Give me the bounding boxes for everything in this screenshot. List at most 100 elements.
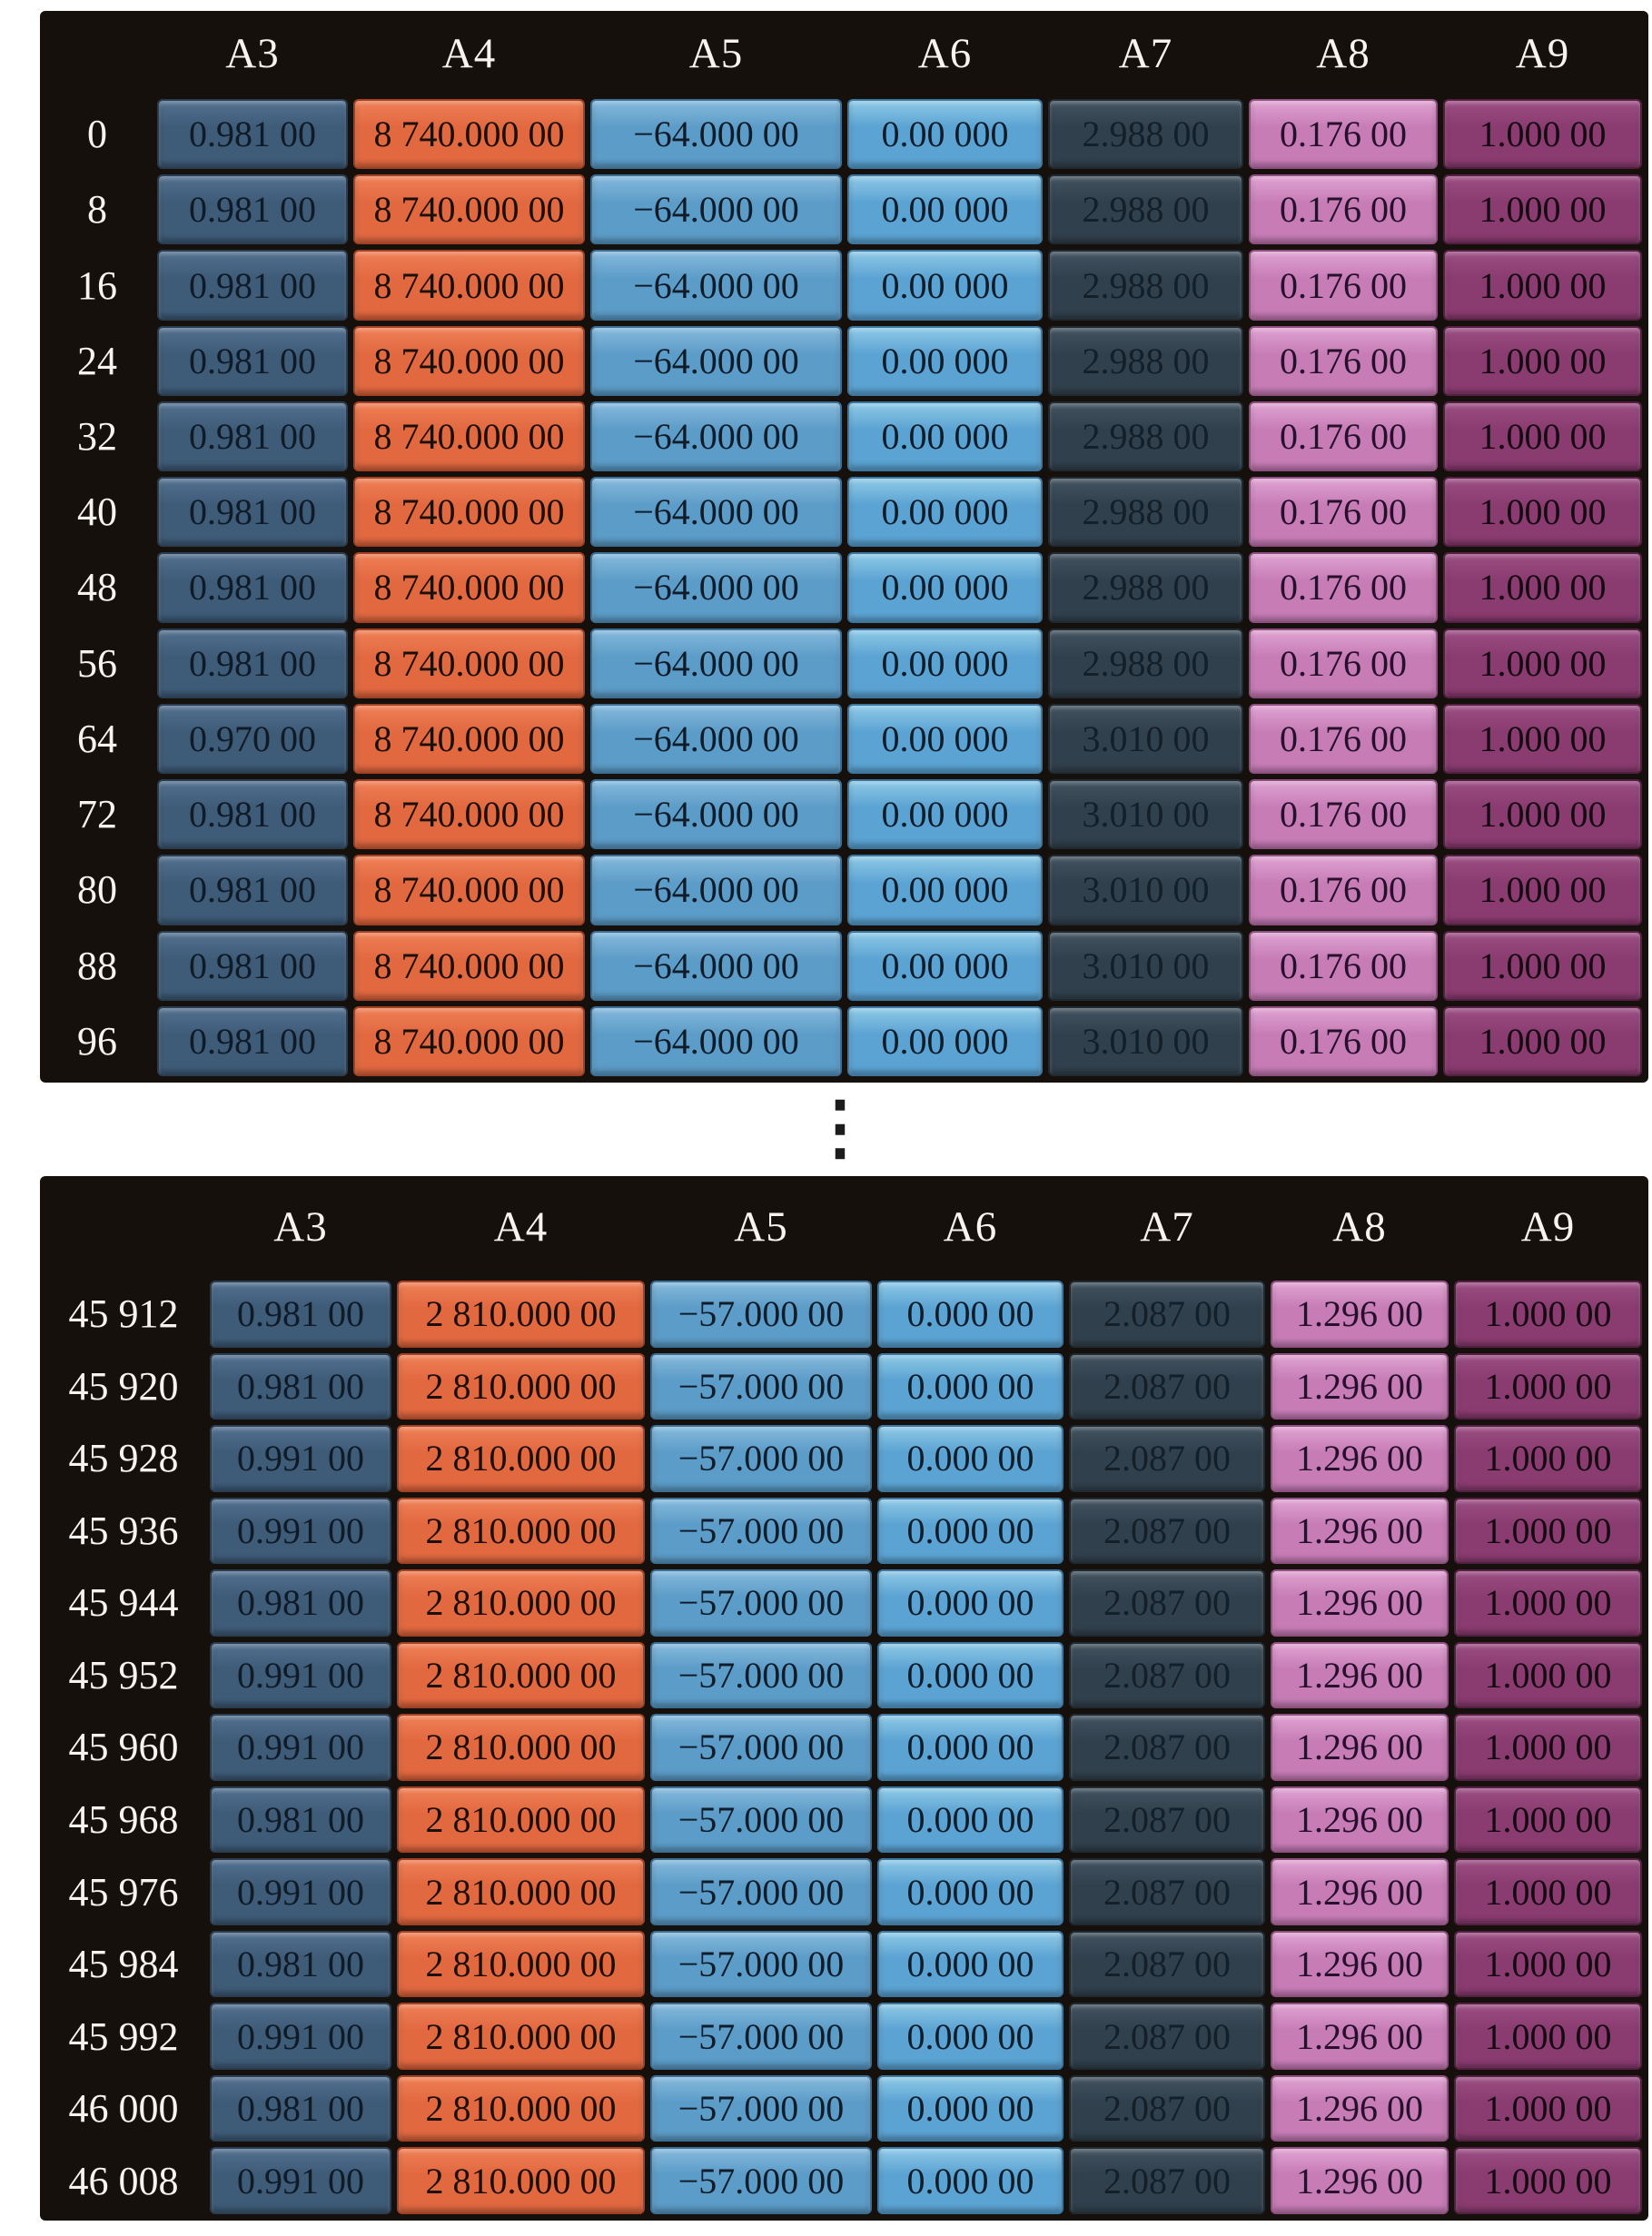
data-cell-A9: 1.000 00 [1443, 855, 1642, 925]
data-cell-A5: −57.000 00 [650, 1281, 872, 1348]
data-cell-A6: 0.00 000 [847, 174, 1043, 245]
data-cell-A6: 0.00 000 [847, 930, 1043, 1001]
data-cell-A3: 0.981 00 [157, 779, 348, 850]
data-cell-A4: 8 740.000 00 [353, 477, 585, 548]
data-cell-A6: 0.000 00 [877, 2003, 1063, 2070]
row-label: 45 920 [68, 1363, 179, 1409]
data-cell-A6: 0.000 00 [877, 1497, 1063, 1565]
row-label: 45 984 [68, 1942, 179, 1987]
data-cell-A5: −64.000 00 [590, 628, 842, 698]
data-cell-A3: 0.981 00 [157, 325, 348, 396]
row-label: 46 000 [68, 2086, 179, 2132]
data-cell-A8: 1.296 00 [1271, 1352, 1449, 1420]
data-cell-A7: 3.010 00 [1048, 703, 1243, 775]
row-label: 45 976 [68, 1869, 179, 1914]
data-cell-A7: 2.087 00 [1069, 1641, 1265, 1709]
data-cell-A9: 1.000 00 [1454, 2147, 1642, 2214]
data-cell-A4: 8 740.000 00 [353, 325, 585, 396]
vertical-ellipsis: ⋮ [805, 1088, 875, 1167]
row-label: 88 [77, 943, 117, 988]
data-cell-A6: 0.000 00 [877, 1714, 1063, 1781]
data-cell-A3: 0.981 00 [157, 552, 348, 623]
data-cell-A4: 2 810.000 00 [397, 2003, 645, 2070]
data-cell-A6: 0.000 00 [877, 1786, 1063, 1854]
row-label: 80 [77, 867, 117, 913]
row-label: 45 992 [68, 2013, 179, 2059]
data-cell-A7: 3.010 00 [1048, 930, 1243, 1001]
data-cell-A7: 2.087 00 [1069, 1497, 1265, 1565]
data-cell-A7: 2.087 00 [1069, 1352, 1265, 1420]
data-cell-A9: 1.000 00 [1443, 325, 1642, 396]
data-cell-A7: 2.988 00 [1048, 628, 1243, 698]
data-cell-A6: 0.000 00 [877, 1641, 1063, 1709]
column-header-A6: A6 [917, 30, 973, 77]
data-cell-A4: 2 810.000 00 [397, 1786, 645, 1854]
data-cell-A8: 0.176 00 [1249, 174, 1438, 245]
data-cell-A8: 0.176 00 [1249, 552, 1438, 623]
row-label: 45 912 [68, 1291, 179, 1337]
data-cell-A5: −57.000 00 [650, 1641, 872, 1709]
column-header-A4: A4 [493, 1203, 549, 1251]
data-cell-A7: 2.087 00 [1069, 1425, 1265, 1492]
data-cell-A4: 2 810.000 00 [397, 1641, 645, 1709]
data-cell-A4: 8 740.000 00 [353, 401, 585, 472]
data-cell-A9: 1.000 00 [1443, 779, 1642, 850]
data-cell-A8: 1.296 00 [1271, 2147, 1449, 2214]
data-cell-A4: 8 740.000 00 [353, 552, 585, 623]
data-cell-A7: 2.087 00 [1069, 1786, 1265, 1854]
row-label: 45 960 [68, 1725, 179, 1770]
data-cell-A9: 1.000 00 [1443, 99, 1642, 170]
data-cell-A5: −64.000 00 [590, 174, 842, 245]
column-header-A9: A9 [1515, 30, 1570, 77]
data-cell-A4: 2 810.000 00 [397, 1497, 645, 1565]
data-cell-A6: 0.000 00 [877, 1569, 1063, 1637]
data-cell-A8: 0.176 00 [1249, 325, 1438, 396]
data-cell-A5: −64.000 00 [590, 552, 842, 623]
column-header-A9: A9 [1520, 1203, 1576, 1251]
data-cell-A4: 2 810.000 00 [397, 2074, 645, 2142]
data-cell-A8: 0.176 00 [1249, 250, 1438, 321]
data-cell-A3: 0.981 00 [157, 855, 348, 925]
data-cell-A5: −64.000 00 [590, 1005, 842, 1076]
data-cell-A6: 0.000 00 [877, 2147, 1063, 2214]
data-cell-A7: 2.988 00 [1048, 250, 1243, 321]
data-cell-A9: 1.000 00 [1454, 1425, 1642, 1492]
data-cell-A8: 1.296 00 [1271, 1714, 1449, 1781]
data-cell-A7: 3.010 00 [1048, 1005, 1243, 1076]
data-cell-A6: 0.00 000 [847, 779, 1043, 850]
data-cell-A8: 0.176 00 [1249, 930, 1438, 1001]
data-cell-A4: 2 810.000 00 [397, 1930, 645, 1998]
data-cell-A3: 0.981 00 [157, 930, 348, 1001]
data-cell-A4: 2 810.000 00 [397, 1281, 645, 1348]
data-cell-A4: 8 740.000 00 [353, 930, 585, 1001]
data-cell-A9: 1.000 00 [1443, 628, 1642, 698]
data-cell-A9: 1.000 00 [1443, 552, 1642, 623]
table-grid-bottom: A3 A4 A5 A6 A7 A8 A9 45 912 0.981 00 2 810.000 00… [40, 1176, 1648, 2221]
row-label: 96 [77, 1018, 117, 1064]
data-cell-A5: −57.000 00 [650, 1714, 872, 1781]
data-cell-A8: 1.296 00 [1271, 1641, 1449, 1709]
row-label: 45 936 [68, 1508, 179, 1553]
data-cell-A8: 1.296 00 [1271, 1497, 1449, 1565]
data-cell-A5: −57.000 00 [650, 1786, 872, 1854]
data-cell-A3: 0.991 00 [210, 1641, 391, 1709]
data-cell-A7: 2.988 00 [1048, 174, 1243, 245]
data-cell-A5: −57.000 00 [650, 2074, 872, 2142]
data-cell-A6: 0.00 000 [847, 401, 1043, 472]
data-cell-A7: 2.988 00 [1048, 99, 1243, 170]
data-cell-A9: 1.000 00 [1443, 477, 1642, 548]
column-header-A8: A8 [1316, 30, 1370, 77]
data-cell-A9: 1.000 00 [1443, 1005, 1642, 1076]
column-header-A6: A6 [943, 1203, 998, 1251]
data-cell-A6: 0.00 000 [847, 703, 1043, 775]
data-cell-A5: −57.000 00 [650, 1858, 872, 1925]
corner-cell [40, 11, 154, 96]
data-cell-A5: −57.000 00 [650, 1425, 872, 1492]
data-cell-A3: 0.981 00 [157, 401, 348, 472]
row-label: 46 008 [68, 2158, 179, 2203]
data-cell-A8: 1.296 00 [1271, 1930, 1449, 1998]
data-cell-A8: 1.296 00 [1271, 1569, 1449, 1637]
data-cell-A3: 0.981 00 [210, 1352, 391, 1420]
data-cell-A5: −64.000 00 [590, 401, 842, 472]
column-header-A3: A3 [225, 30, 280, 77]
